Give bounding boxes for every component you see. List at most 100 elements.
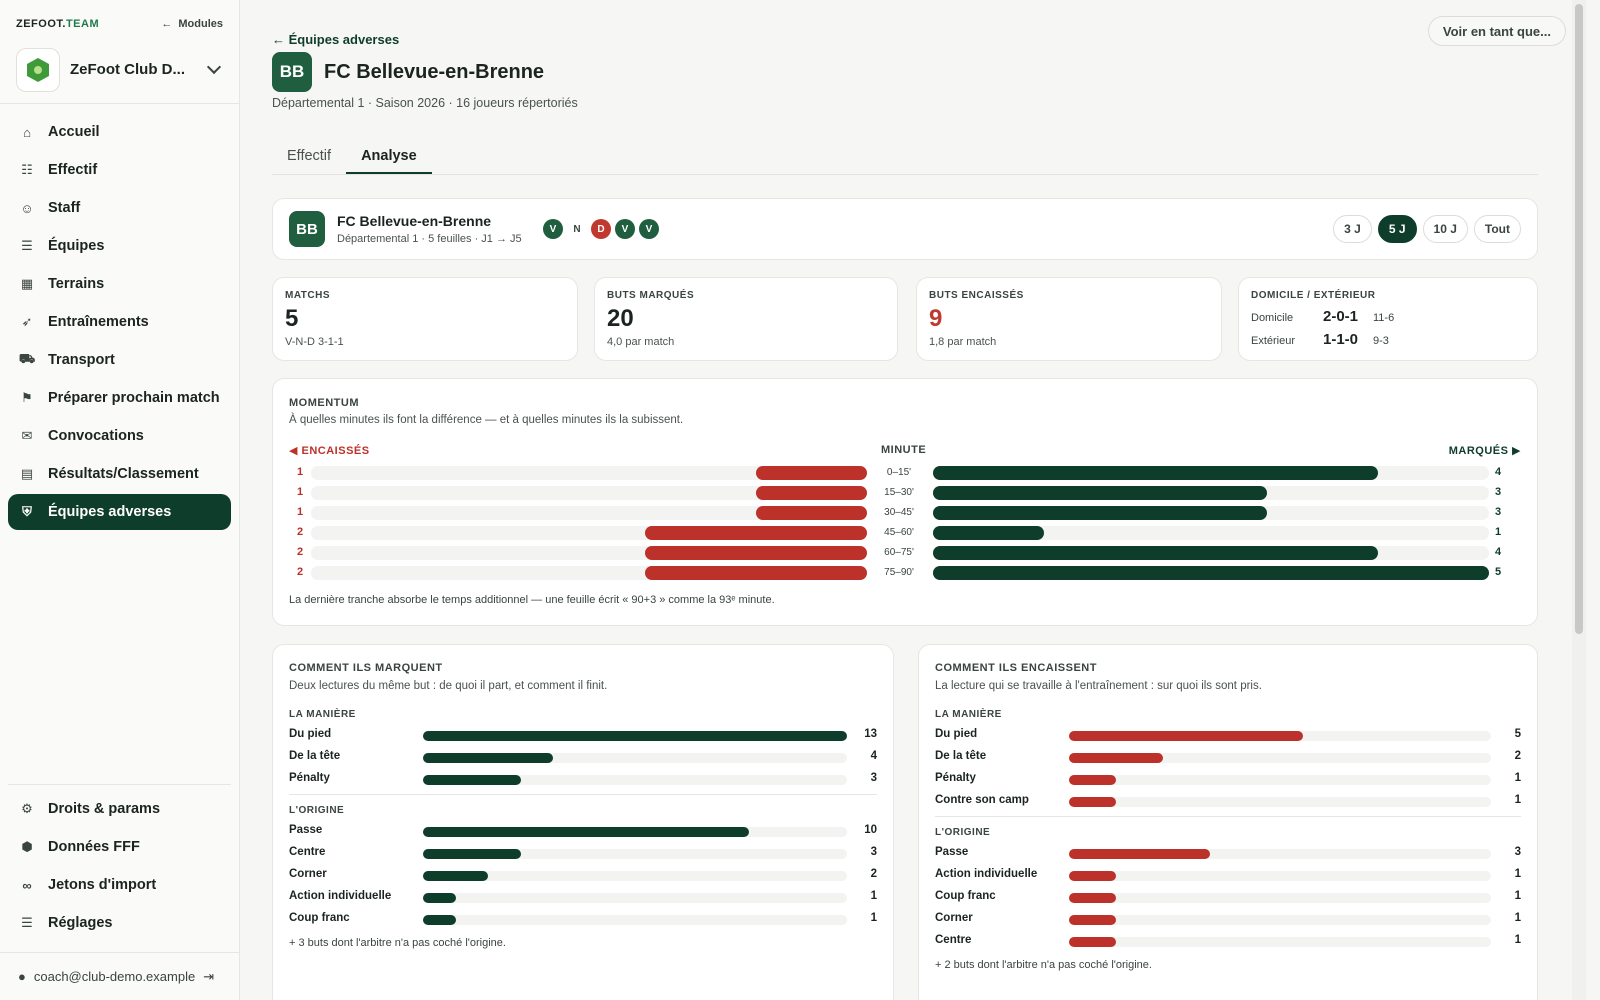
breakdown-row: Pénalty 1 bbox=[935, 769, 1521, 789]
breakdown-track bbox=[1069, 753, 1491, 763]
sidebar-item-label: Résultats/Classement bbox=[48, 466, 199, 482]
momentum-footnote: La dernière tranche absorbe le temps add… bbox=[289, 594, 775, 606]
sidebar-item-label: Terrains bbox=[48, 276, 105, 292]
form-result-badge: V bbox=[639, 219, 659, 239]
stat-label: DOMICILE / EXTÉRIEUR bbox=[1251, 290, 1376, 301]
sidebar-item-staff[interactable]: ☺ Staff bbox=[8, 190, 231, 226]
breakdown-row: Contre son camp 1 bbox=[935, 791, 1521, 811]
team-header: BB FC Bellevue-en-Brenne bbox=[272, 52, 544, 92]
tab-analyse[interactable]: Analyse bbox=[346, 138, 432, 174]
sidebar-item-transport[interactable]: ⛟ Transport bbox=[8, 342, 231, 378]
home-record: 2-0-1 bbox=[1323, 308, 1359, 325]
sidebar-item-préparer-prochain-match[interactable]: ⚑ Préparer prochain match bbox=[8, 380, 231, 416]
conceded-count: 2 bbox=[297, 546, 304, 558]
sidebar-item-équipes[interactable]: ☰ Équipes bbox=[8, 228, 231, 264]
breakdown-bar bbox=[1069, 849, 1210, 859]
club-switcher[interactable]: ZeFoot Club D... bbox=[0, 36, 239, 104]
conceded-bar bbox=[755, 486, 867, 500]
page-title: FC Bellevue-en-Brenne bbox=[324, 60, 545, 83]
range-button[interactable]: 5 J bbox=[1377, 215, 1417, 243]
stat-sub: 1,8 par match bbox=[929, 336, 997, 348]
stat-value: 20 bbox=[607, 305, 634, 332]
sidebar-item-droits-params[interactable]: ⚙ Droits & params bbox=[8, 791, 231, 827]
scored-track bbox=[933, 526, 1489, 540]
breakdown-label: Corner bbox=[935, 912, 973, 924]
sidebar: ZEFOOT.TEAM ← Modules ZeFoot Club D... ⌂ A… bbox=[0, 0, 240, 1000]
sidebar-item-résultats-classement[interactable]: ▤ Résultats/Classement bbox=[8, 456, 231, 492]
scored-count: 1 bbox=[1495, 526, 1502, 538]
how-conceded-subtitle: La lecture qui se travaille à l'entraîne… bbox=[935, 680, 1262, 692]
breakdown-bar bbox=[1069, 915, 1116, 925]
scored-count: 5 bbox=[1495, 566, 1502, 578]
modules-link[interactable]: ← Modules bbox=[161, 18, 223, 30]
momentum-title: MOMENTUM bbox=[289, 397, 359, 409]
minute-label: 45–60' bbox=[884, 527, 914, 538]
view-as-button[interactable]: Voir en tant que... bbox=[1427, 16, 1566, 46]
range-button[interactable]: Tout bbox=[1473, 215, 1521, 243]
range-button[interactable]: 3 J bbox=[1333, 215, 1372, 243]
map-icon: ▦ bbox=[20, 276, 34, 291]
breakdown-label: Action individuelle bbox=[289, 890, 392, 902]
breakdown-label: Passe bbox=[289, 824, 323, 836]
user-email: coach@club-demo.example bbox=[33, 969, 196, 984]
breakdown-bar bbox=[1069, 893, 1116, 903]
sidebar-item-équipes-adverses[interactable]: ⛨ Équipes adverses bbox=[8, 494, 231, 530]
breakdown-label: De la tête bbox=[935, 750, 987, 762]
modules-label: Modules bbox=[178, 18, 223, 30]
minute-label: 75–90' bbox=[884, 567, 914, 578]
scrollbar[interactable] bbox=[1572, 0, 1586, 1000]
home-label: Domicile bbox=[1251, 312, 1294, 324]
momentum-row: 2 60–75' 4 bbox=[273, 543, 1537, 563]
breakdown-row: Passe 3 bbox=[935, 843, 1521, 863]
sidebar-item-jetons-d-import[interactable]: ∞ Jetons d'import bbox=[8, 867, 231, 903]
users-icon: ☷ bbox=[21, 162, 33, 177]
form-result-badge: N bbox=[573, 223, 581, 235]
sidebar-item-effectif[interactable]: ☷ Effectif bbox=[8, 152, 231, 188]
sidebar-item-données-fff[interactable]: ⬢ Données FFF bbox=[8, 829, 231, 865]
teams-icon: ☰ bbox=[21, 238, 33, 253]
breakdown-row: Du pied 13 bbox=[289, 725, 877, 745]
brand-row: ZEFOOT.TEAM ← Modules bbox=[0, 0, 239, 36]
sidebar-item-label: Réglages bbox=[48, 915, 113, 931]
breakdown-bar bbox=[423, 753, 554, 763]
stat-matches: MATCHS 5 V-N-D 3-1-1 bbox=[272, 277, 578, 361]
sidebar-item-label: Staff bbox=[48, 200, 81, 216]
stat-value: 9 bbox=[929, 305, 943, 332]
breakdown-label: Pénalty bbox=[289, 772, 330, 784]
breakdown-row: De la tête 4 bbox=[289, 747, 877, 767]
momentum-left-head: ◀ ENCAISSÉS bbox=[289, 445, 370, 457]
brand-prefix: ZEFOOT. bbox=[16, 18, 66, 30]
sidebar-item-terrains[interactable]: ▦ Terrains bbox=[8, 266, 231, 302]
tab-effectif[interactable]: Effectif bbox=[287, 148, 332, 164]
momentum-right-head: MARQUÉS ▶ bbox=[1448, 445, 1521, 457]
sliders-icon: ☰ bbox=[21, 915, 33, 930]
breakdown-row: Action individuelle 1 bbox=[289, 887, 877, 907]
minute-label: 60–75' bbox=[884, 547, 914, 558]
how-conceded-title: COMMENT ILS ENCAISSENT bbox=[935, 662, 1097, 674]
breakdown-value: 1 bbox=[870, 912, 877, 924]
breakdown-label: Coup franc bbox=[289, 912, 350, 924]
breakdown-bar bbox=[1069, 871, 1116, 881]
scored-bar bbox=[933, 486, 1267, 500]
breakdown-value: 3 bbox=[1514, 846, 1521, 858]
scored-bar bbox=[933, 566, 1489, 580]
momentum-row: 1 15–30' 3 bbox=[273, 483, 1537, 503]
person-icon: ☺ bbox=[20, 200, 34, 216]
momentum-subtitle: À quelles minutes ils font la différence… bbox=[289, 414, 684, 426]
sidebar-item-convocations[interactable]: ✉ Convocations bbox=[8, 418, 231, 454]
logout-icon[interactable]: ⇥ bbox=[203, 968, 215, 984]
sidebar-item-accueil[interactable]: ⌂ Accueil bbox=[8, 114, 231, 150]
back-link[interactable]: ← Équipes adverses bbox=[272, 32, 400, 47]
breakdown-value: 1 bbox=[1514, 912, 1521, 924]
range-button[interactable]: 10 J bbox=[1422, 215, 1468, 243]
sidebar-item-réglages[interactable]: ☰ Réglages bbox=[8, 905, 231, 941]
stat-label: MATCHS bbox=[285, 290, 331, 301]
scroll-thumb[interactable] bbox=[1575, 4, 1583, 634]
breakdown-value: 1 bbox=[1514, 868, 1521, 880]
away-goals: 9-3 bbox=[1373, 335, 1389, 347]
stat-conceded: BUTS ENCAISSÉS 9 1,8 par match bbox=[916, 277, 1222, 361]
breakdown-track bbox=[1069, 797, 1491, 807]
sidebar-item-entraînements[interactable]: ➶ Entraînements bbox=[8, 304, 231, 340]
breakdown-bar bbox=[1069, 937, 1116, 947]
